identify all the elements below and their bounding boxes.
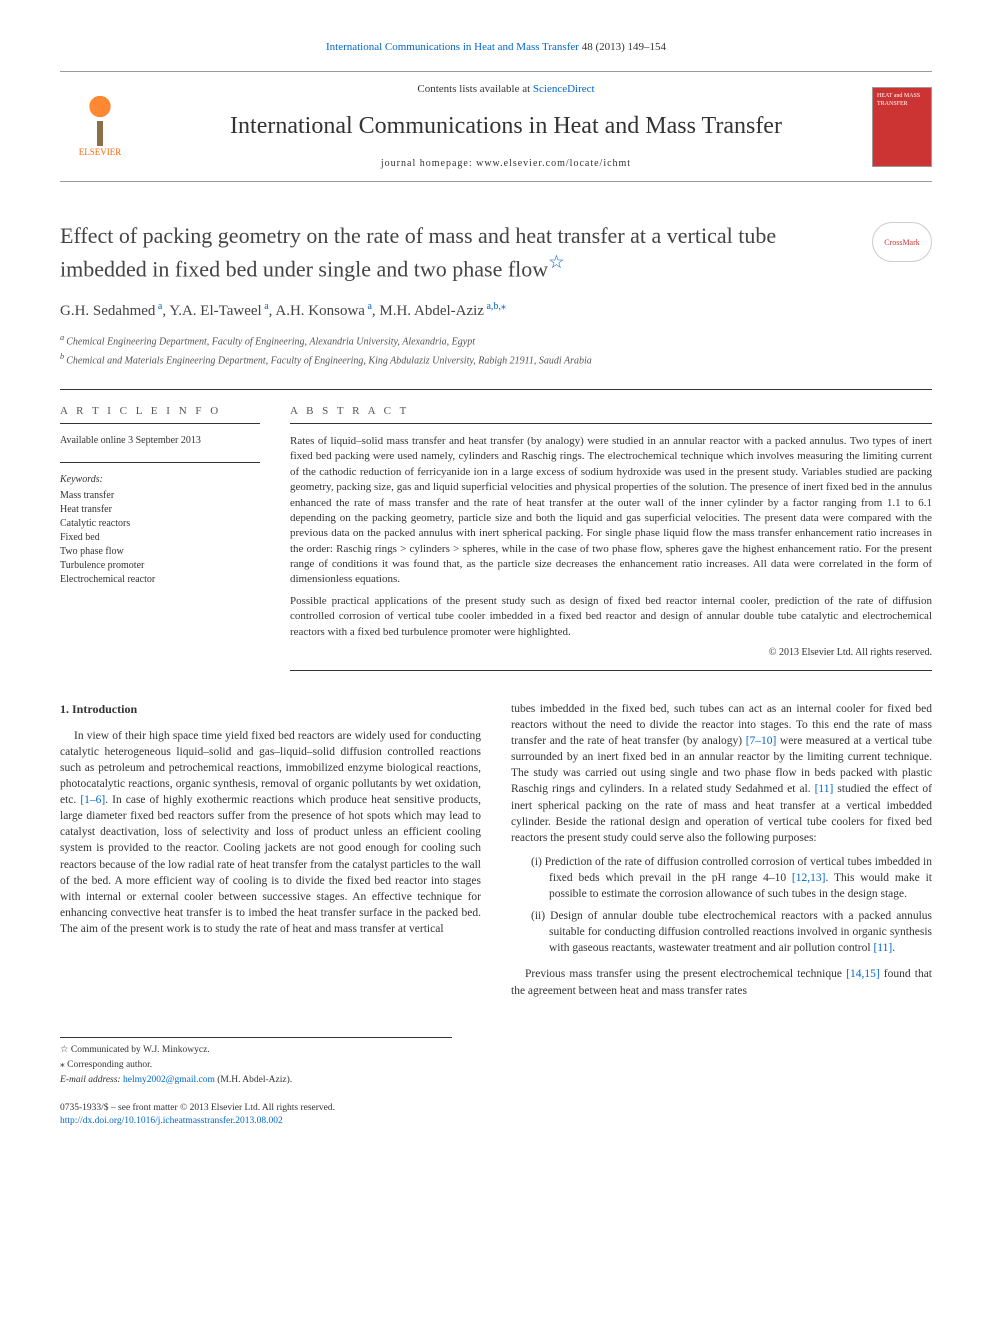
elsevier-tree-icon: [75, 96, 125, 146]
article-title: Effect of packing geometry on the rate o…: [60, 222, 852, 284]
abstract-header: A B S T R A C T: [290, 404, 932, 419]
keyword: Mass transfer: [60, 489, 260, 503]
purpose-list: (i) Prediction of the rate of diffusion …: [511, 854, 932, 957]
li2-b: .: [892, 942, 895, 954]
article-title-text: Effect of packing geometry on the rate o…: [60, 223, 776, 281]
page-footer: 0735-1933/$ – see front matter © 2013 El…: [60, 1102, 932, 1129]
author-2-aff: a: [262, 301, 269, 312]
header-center: Contents lists available at ScienceDirec…: [160, 82, 852, 171]
aff-b-text: Chemical and Materials Engineering Depar…: [66, 356, 592, 367]
body-left-column: 1. Introduction In view of their high sp…: [60, 701, 481, 1007]
affiliations: a Chemical Engineering Department, Facul…: [60, 332, 932, 369]
right-p2: Previous mass transfer using the present…: [511, 966, 932, 998]
article-info-header: A R T I C L E I N F O: [60, 404, 260, 419]
list-item: (i) Prediction of the rate of diffusion …: [531, 854, 932, 902]
contents-prefix: Contents lists available at: [417, 83, 532, 95]
list-item: (ii) Design of annular double tube elect…: [531, 908, 932, 956]
abstract-bottom-rule: [290, 670, 932, 671]
keyword: Two phase flow: [60, 545, 260, 559]
journal-title: International Communications in Heat and…: [160, 110, 852, 144]
author-1: G.H. Sedahmed: [60, 303, 155, 319]
email-label: E-mail address:: [60, 1075, 123, 1085]
keyword: Catalytic reactors: [60, 517, 260, 531]
authors-line: G.H. Sedahmed a, Y.A. El-Taweel a, A.H. …: [60, 300, 932, 322]
top-citation: International Communications in Heat and…: [60, 40, 932, 55]
elsevier-logo: ELSEVIER: [60, 87, 140, 167]
abstract-column: A B S T R A C T Rates of liquid–solid ma…: [290, 404, 932, 671]
affiliation-a: a Chemical Engineering Department, Facul…: [60, 332, 932, 349]
ref-link[interactable]: [12,13]: [792, 872, 826, 884]
li2-a: (ii) Design of annular double tube elect…: [531, 910, 932, 954]
elsevier-label: ELSEVIER: [79, 146, 122, 159]
ref-link[interactable]: [1–6]: [80, 794, 105, 806]
title-row: Effect of packing geometry on the rate o…: [60, 222, 932, 284]
intro-paragraph: In view of their high space time yield f…: [60, 728, 481, 937]
sciencedirect-link[interactable]: ScienceDirect: [533, 83, 595, 95]
article-info-column: A R T I C L E I N F O Available online 3…: [60, 404, 260, 671]
body-columns: 1. Introduction In view of their high sp…: [60, 701, 932, 1007]
keyword: Electrochemical reactor: [60, 573, 260, 587]
abstract-rule: [290, 423, 932, 424]
author-3-aff: a: [365, 301, 372, 312]
keyword: Turbulence promoter: [60, 559, 260, 573]
footnote-email: E-mail address: helmy2002@gmail.com (M.H…: [60, 1074, 452, 1087]
intro-text-b: . In case of highly exothermic reactions…: [60, 794, 481, 935]
author-2: Y.A. El-Taweel: [169, 303, 261, 319]
top-citation-text: 48 (2013) 149–154: [579, 41, 666, 53]
issn-line: 0735-1933/$ – see front matter © 2013 El…: [60, 1102, 335, 1115]
info-rule-2: [60, 462, 260, 463]
contents-line: Contents lists available at ScienceDirec…: [160, 82, 852, 97]
body-right-column: tubes imbedded in the fixed bed, such tu…: [511, 701, 932, 1007]
aff-a-text: Chemical Engineering Department, Faculty…: [66, 336, 475, 347]
info-abstract-row: A R T I C L E I N F O Available online 3…: [60, 404, 932, 671]
divider-rule: [60, 389, 932, 390]
footnote-communicated: ☆ Communicated by W.J. Minkowycz.: [60, 1044, 452, 1057]
available-online: Available online 3 September 2013: [60, 434, 260, 448]
keyword: Fixed bed: [60, 531, 260, 545]
author-4-aff: a,b,: [484, 301, 501, 312]
ref-link[interactable]: [11]: [815, 783, 834, 795]
abstract-p1: Rates of liquid–solid mass transfer and …: [290, 434, 932, 588]
author-4-corr: ⁎: [501, 301, 506, 312]
email-who: (M.H. Abdel-Aziz).: [215, 1075, 292, 1085]
keyword: Heat transfer: [60, 503, 260, 517]
doi-link[interactable]: http://dx.doi.org/10.1016/j.icheatmasstr…: [60, 1116, 283, 1126]
author-4: M.H. Abdel-Aziz: [379, 303, 484, 319]
ref-link[interactable]: [14,15]: [846, 968, 880, 980]
right-p1: tubes imbedded in the fixed bed, such tu…: [511, 701, 932, 846]
keywords-header: Keywords:: [60, 473, 260, 487]
ref-link[interactable]: [11]: [873, 942, 892, 954]
author-1-aff: a: [155, 301, 162, 312]
top-journal-link[interactable]: International Communications in Heat and…: [326, 41, 579, 53]
email-link[interactable]: helmy2002@gmail.com: [123, 1075, 215, 1085]
crossmark-badge[interactable]: CrossMark: [872, 222, 932, 262]
journal-header: ELSEVIER Contents lists available at Sci…: [60, 71, 932, 182]
homepage-url: www.elsevier.com/locate/ichmt: [476, 158, 631, 169]
homepage-label: journal homepage:: [381, 158, 476, 169]
journal-homepage: journal homepage: www.elsevier.com/locat…: [160, 157, 852, 171]
affiliation-b: b Chemical and Materials Engineering Dep…: [60, 351, 932, 368]
abstract-copyright: © 2013 Elsevier Ltd. All rights reserved…: [290, 646, 932, 660]
right-p2-a: Previous mass transfer using the present…: [525, 968, 846, 980]
title-star-note: ☆: [548, 252, 564, 272]
footnotes: ☆ Communicated by W.J. Minkowycz. ⁎ Corr…: [60, 1037, 452, 1088]
author-3: A.H. Konsowa: [275, 303, 365, 319]
ref-link[interactable]: [7–10]: [746, 735, 777, 747]
footnote-corresponding: ⁎ Corresponding author.: [60, 1059, 452, 1072]
intro-heading: 1. Introduction: [60, 701, 481, 718]
info-rule: [60, 423, 260, 424]
journal-cover-thumbnail: HEAT and MASS TRANSFER: [872, 87, 932, 167]
abstract-p2: Possible practical applications of the p…: [290, 594, 932, 640]
footer-left: 0735-1933/$ – see front matter © 2013 El…: [60, 1102, 335, 1129]
